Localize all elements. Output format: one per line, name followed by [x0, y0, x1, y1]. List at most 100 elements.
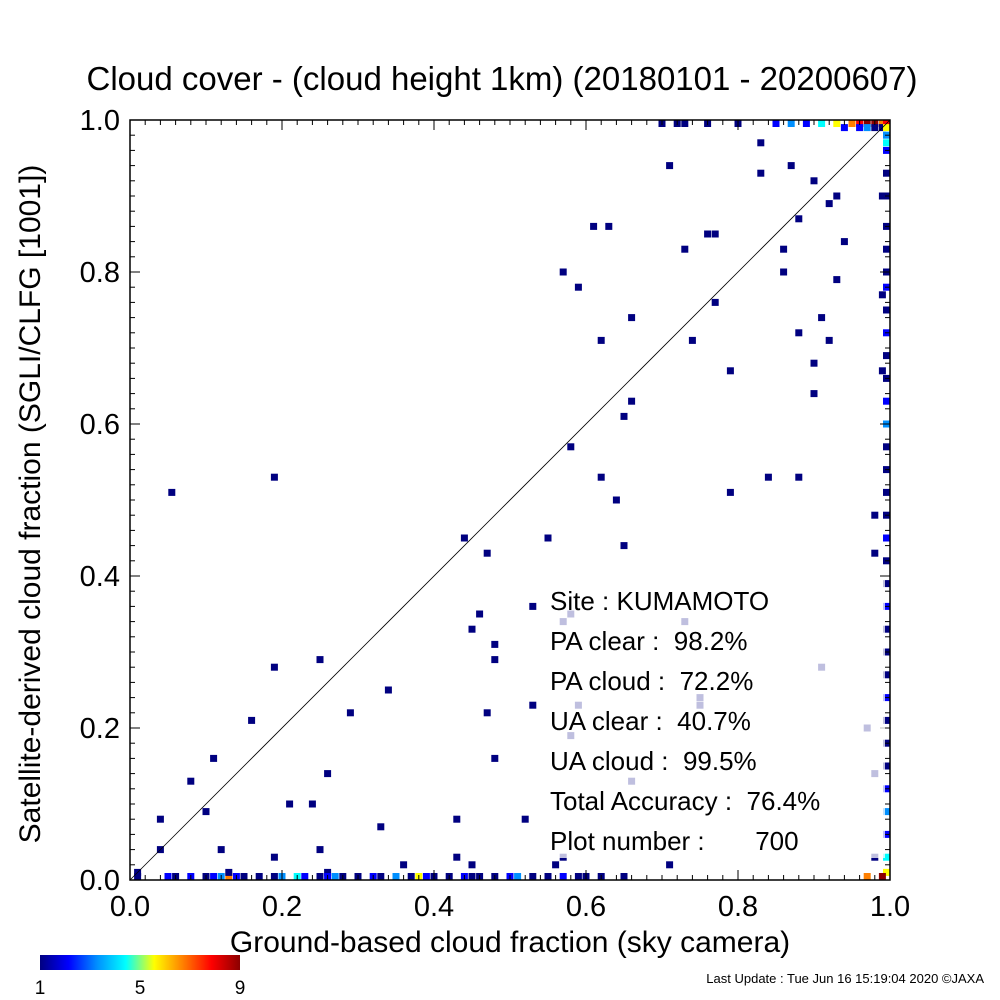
data-cell: [810, 359, 818, 367]
data-cell: [764, 473, 772, 481]
data-cell: [883, 868, 890, 876]
data-cell: [483, 709, 491, 717]
data-cell: [818, 314, 826, 322]
data-cell: [802, 120, 810, 127]
data-cell: [810, 390, 818, 398]
data-cell: [453, 815, 461, 823]
data-cell: [704, 230, 712, 238]
data-cell: [164, 873, 172, 880]
data-cell: [331, 873, 339, 880]
data-cell: [883, 625, 890, 633]
data-cell: [883, 169, 890, 177]
data-cell: [787, 120, 795, 127]
data-cell: [270, 663, 278, 671]
y-tick-label: 1.0: [80, 105, 120, 137]
data-cell: [883, 808, 890, 816]
data-cell: [772, 120, 780, 127]
data-cell: [491, 640, 499, 648]
chart-title: Cloud cover - (cloud height 1km) (201801…: [87, 60, 918, 97]
y-tick-label: 0.4: [80, 561, 120, 593]
data-cell: [407, 873, 415, 880]
data-cell: [883, 534, 890, 542]
data-cell: [863, 120, 871, 127]
data-cell: [795, 215, 803, 223]
stat-line: PA cloud : 72.2%: [550, 666, 753, 696]
data-cell: [780, 268, 788, 276]
stat-line: Site : KUMAMOTO: [550, 586, 769, 616]
data-cell: [883, 245, 890, 253]
stat-line: PA clear : 98.2%: [550, 626, 748, 656]
data-cell: [422, 873, 430, 880]
data-cell: [225, 873, 233, 880]
data-cell: [883, 139, 890, 147]
data-cell: [848, 120, 856, 127]
data-cell: [666, 162, 674, 170]
data-cell: [210, 754, 218, 762]
data-cell: [883, 488, 890, 496]
data-cell: [168, 488, 176, 496]
y-tick-label: 0.2: [80, 713, 120, 745]
data-cell: [476, 610, 484, 618]
data-cell: [818, 120, 826, 127]
data-cell: [681, 120, 689, 127]
data-cell: [529, 602, 537, 610]
data-cell: [202, 808, 210, 816]
data-cell: [597, 336, 605, 344]
data-cell: [468, 625, 476, 633]
colorbar-gradient: [40, 955, 240, 970]
data-cell: [240, 873, 248, 880]
data-cell: [491, 656, 499, 664]
data-cell: [883, 716, 890, 724]
data-cell: [681, 245, 689, 253]
data-cell: [840, 124, 848, 132]
y-axis-label: Satellite-derived cloud fraction (SGLI/C…: [14, 165, 47, 844]
y-tick-label: 0.0: [80, 865, 120, 897]
data-cell: [628, 397, 636, 405]
data-cell: [620, 542, 628, 550]
data-cell: [559, 268, 567, 276]
data-cell: [468, 873, 476, 880]
data-cell: [316, 873, 324, 880]
data-cell: [552, 861, 560, 869]
data-cell: [529, 873, 537, 880]
data-cell: [597, 473, 605, 481]
data-cell: [883, 352, 890, 360]
data-cell: [620, 873, 628, 880]
stats-box: Site : KUMAMOTO PA clear : 98.2% PA cloud …: [545, 580, 885, 858]
data-cell: [460, 534, 468, 542]
data-cell: [833, 276, 841, 284]
data-cell: [795, 473, 803, 481]
data-cell: [883, 306, 890, 314]
data-cell: [871, 124, 879, 132]
data-cell: [612, 496, 620, 504]
stats-background: [545, 580, 885, 858]
data-cell: [521, 815, 529, 823]
x-axis-label: Ground-based cloud fraction (sky camera): [230, 926, 790, 959]
data-cell: [883, 853, 890, 861]
data-cell: [825, 336, 833, 344]
data-cell: [567, 443, 575, 451]
data-cell: [711, 230, 719, 238]
x-tick-label: 0.8: [718, 891, 758, 923]
data-cell: [377, 823, 385, 831]
data-cell: [574, 283, 582, 291]
x-tick-label: 0.0: [110, 891, 150, 923]
data-cell: [574, 873, 582, 880]
data-cell: [726, 367, 734, 375]
data-cell: [453, 853, 461, 861]
data-cell: [377, 873, 385, 880]
data-cell: [688, 336, 696, 344]
data-cell: [210, 873, 218, 880]
data-cell: [217, 846, 225, 854]
stat-line: UA clear : 40.7%: [550, 706, 751, 736]
data-cell: [833, 192, 841, 200]
data-cell: [787, 162, 795, 170]
data-cell: [384, 686, 392, 694]
data-cell: [514, 873, 522, 880]
data-cell: [324, 770, 332, 778]
colorbar-tick-label: 9: [235, 978, 246, 999]
data-cell: [780, 245, 788, 253]
data-cell: [286, 800, 294, 808]
data-cell: [883, 580, 890, 588]
data-cell: [883, 443, 890, 451]
